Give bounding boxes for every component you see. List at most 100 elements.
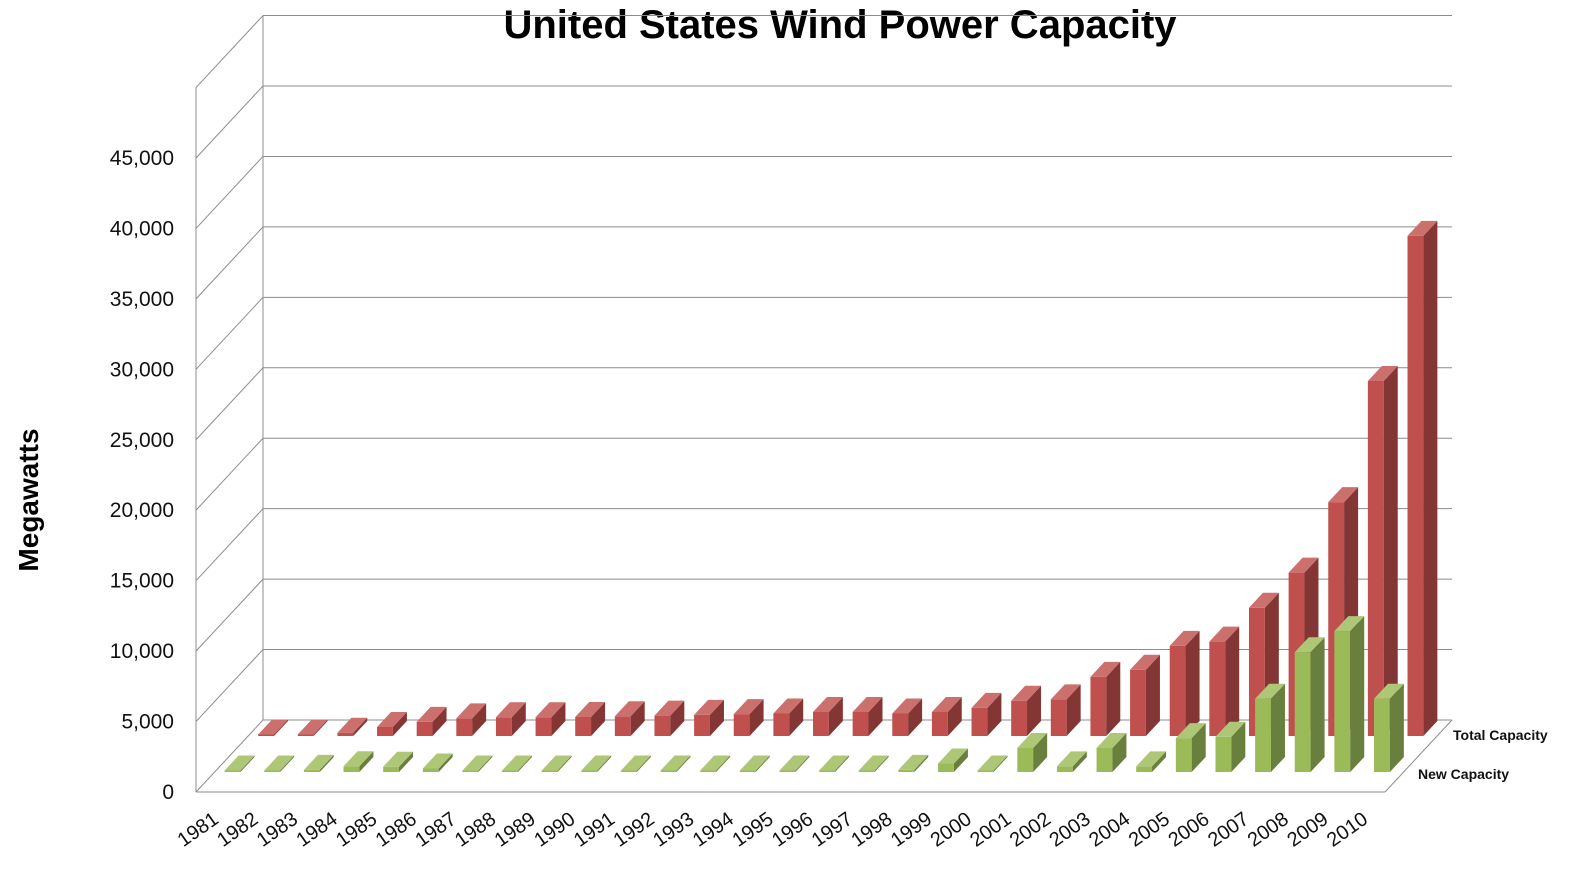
bar-front [1011, 700, 1028, 736]
x-tick-label: 2002 [1006, 808, 1055, 852]
bar-new-1983 [303, 754, 334, 772]
bar-side [478, 755, 493, 772]
floor-right-edge [1384, 719, 1453, 793]
bar-front [620, 770, 637, 772]
x-tick-label: 1994 [689, 808, 738, 852]
bar-front [694, 714, 710, 736]
bar-front [614, 716, 631, 736]
bar-total-1996 [852, 697, 883, 736]
bar-new-2003 [1096, 733, 1127, 772]
bar-top [1096, 733, 1127, 749]
bar-total-1985 [416, 706, 447, 736]
bar-top [377, 711, 407, 727]
bar-total-1998 [931, 697, 962, 736]
y-tick-labels: 0 5,000 10,000 15,000 20,000 25,000 30,000 35,0… [110, 147, 174, 804]
x-tick-label: 1986 [372, 808, 421, 852]
bar-front [337, 732, 354, 736]
bar-top [297, 719, 328, 735]
bar-front [1130, 669, 1146, 736]
x-tick-label: 2008 [1244, 808, 1293, 852]
bar-new-1989 [541, 755, 572, 772]
bar-front [1017, 748, 1034, 772]
bar-side [557, 755, 572, 772]
side-gridline [195, 719, 264, 793]
x-tick-label: 2007 [1204, 808, 1253, 852]
bar-side [908, 698, 923, 736]
bar-front [931, 712, 948, 736]
bar-side [591, 701, 606, 736]
bar-front [1334, 631, 1351, 772]
x-tick-label: 2000 [927, 808, 976, 852]
bar-front [773, 713, 790, 736]
x-tick-label: 1992 [610, 808, 659, 852]
x-tick-label: 1981 [174, 808, 223, 852]
y-tick-label: 5,000 [121, 711, 174, 734]
bar-total-1981 [258, 719, 288, 736]
bar-total-2002 [1090, 661, 1121, 736]
x-tick-label: 1984 [293, 808, 342, 852]
bar-top [1169, 630, 1200, 646]
bar-front [422, 768, 439, 772]
y-tick-label: 35,000 [110, 288, 174, 311]
bar-side [947, 697, 962, 736]
bar-side [709, 699, 724, 736]
bar-side [828, 697, 843, 736]
bar-side [1423, 220, 1438, 736]
bar-top [1407, 220, 1438, 236]
y-tick-label: 20,000 [110, 499, 174, 522]
bar-front [1407, 235, 1424, 736]
bar-top [694, 699, 724, 715]
side-gridline [195, 578, 264, 652]
bar-new-1988 [502, 755, 532, 772]
chart-title: United States Wind Power Capacity [503, 3, 1177, 47]
bar-top [1328, 487, 1359, 503]
bar-front [858, 770, 875, 772]
x-tick-label: 1983 [253, 808, 302, 852]
bar-top [1288, 557, 1319, 573]
bar-front [1209, 641, 1226, 736]
x-tick-label: 1991 [570, 808, 619, 852]
bar-top [1056, 751, 1087, 767]
bar-front [852, 712, 869, 736]
bar-front [264, 770, 281, 772]
y-tick-label: 30,000 [110, 358, 174, 381]
side-gridline [195, 437, 264, 511]
bar-front [416, 721, 433, 736]
side-gridline [195, 156, 264, 229]
bar-front [1374, 698, 1390, 772]
x-tick-label: 2009 [1283, 808, 1332, 852]
bar-front [700, 770, 717, 772]
bar-front [898, 769, 915, 772]
bar-front [1056, 766, 1073, 772]
bar-new-2009 [1334, 616, 1365, 772]
bar-top [541, 755, 572, 771]
bar-side [630, 701, 645, 736]
bar-side [319, 754, 334, 772]
bar-total-1994 [773, 698, 804, 736]
bar-top [971, 692, 1002, 708]
bar-total-1999 [971, 692, 1002, 736]
bar-new-1993 [700, 755, 731, 772]
bar-front [813, 712, 829, 736]
bar-new-2004 [1136, 751, 1167, 772]
x-tick-label: 1998 [847, 808, 896, 852]
bar-side [1152, 751, 1167, 772]
bar-side [1106, 661, 1121, 736]
bar-total-2005 [1209, 626, 1240, 736]
x-tick-label: 1996 [768, 808, 817, 852]
x-tick-label: 1982 [213, 808, 262, 852]
bar-total-2004 [1169, 630, 1200, 736]
bar-side [987, 692, 1002, 736]
bar-new-1986 [422, 753, 453, 772]
bar-front [733, 714, 750, 736]
bar-front [495, 717, 512, 736]
bar-top [1334, 616, 1365, 632]
bar-top [224, 755, 255, 771]
bar-top [938, 748, 968, 764]
bar-top [739, 755, 770, 771]
bar-side [1027, 685, 1042, 736]
bar-total-1983 [337, 717, 368, 736]
bar-side [789, 698, 804, 736]
x-tick-label: 2010 [1323, 808, 1372, 852]
bar-new-1991 [620, 755, 651, 772]
